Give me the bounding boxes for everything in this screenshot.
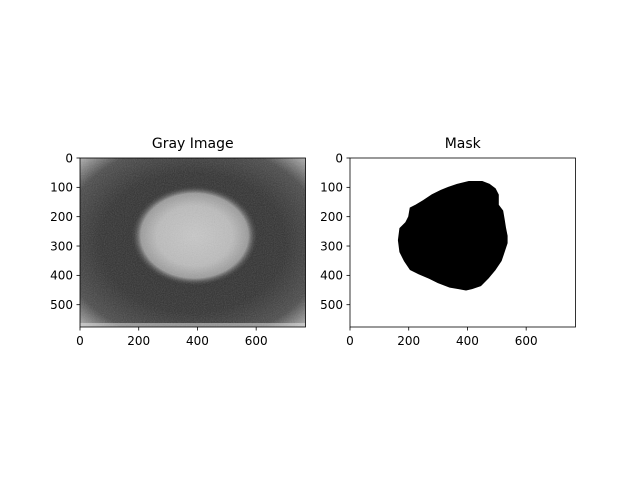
y-tick-label: 200 [50,210,73,224]
gray-image [80,158,306,327]
gray-image-panel: Gray Image 0 200 400 600 0 100 200 300 400 500 [50,136,306,348]
y-ticks: 0 100 200 300 400 500 [320,151,350,312]
y-tick-label: 500 [50,298,73,312]
y-ticks: 0 100 200 300 400 500 [50,151,80,312]
mask-image [350,158,576,327]
x-ticks: 0 200 400 600 [346,327,538,348]
y-tick-label: 300 [50,239,73,253]
axes-frame [349,157,576,328]
image-noise [80,158,306,327]
image-bottom-edge [80,323,306,327]
x-tick-label: 600 [245,334,268,348]
x-ticks: 0 200 400 600 [76,327,268,348]
x-tick-label: 200 [127,334,150,348]
y-tick-label: 400 [320,269,343,283]
axes-frame [79,157,306,328]
x-tick-label: 400 [186,334,209,348]
chart-title: Gray Image [152,136,234,152]
x-tick-label: 0 [346,334,354,348]
y-tick-label: 500 [320,298,343,312]
chart-title: Mask [445,136,482,152]
y-tick-label: 100 [320,181,343,195]
x-tick-label: 200 [397,334,420,348]
x-tick-label: 600 [515,334,538,348]
y-tick-label: 200 [320,210,343,224]
mask-region [397,181,508,291]
y-tick-label: 300 [320,239,343,253]
y-tick-label: 400 [50,269,73,283]
mask-panel: Mask 0 200 400 600 0 100 200 300 400 500 [320,136,576,348]
y-tick-label: 100 [50,181,73,195]
y-tick-label: 0 [335,151,343,165]
x-tick-label: 0 [76,334,84,348]
x-tick-label: 400 [456,334,479,348]
y-tick-label: 0 [65,151,73,165]
